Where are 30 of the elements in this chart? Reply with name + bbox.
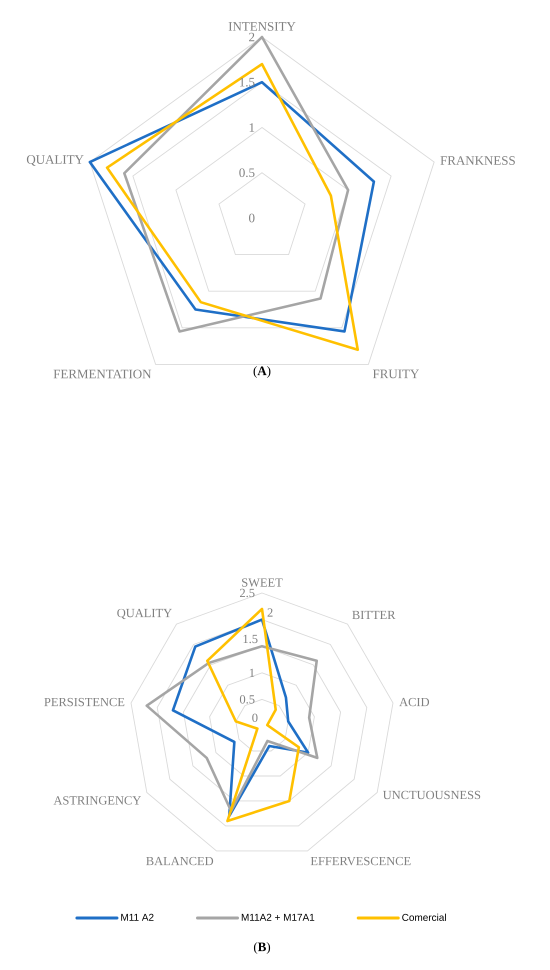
- spoke-label: FRANKNESS: [440, 156, 515, 165]
- legend-label: M11A2 + M17A1: [242, 914, 314, 921]
- y-tick-label: 2: [249, 32, 254, 42]
- spoke-label: PERSISTENCE: [44, 698, 124, 706]
- y-tick-label: 0: [249, 214, 255, 222]
- y-tick-label: 1.5: [244, 634, 258, 644]
- y-tick-label: 1: [250, 123, 254, 132]
- spoke-label: BALANCED: [146, 856, 214, 866]
- y-tick-label: 0.5: [239, 168, 254, 178]
- text: (B): [254, 942, 270, 954]
- spoke-label: QUALITY: [117, 608, 172, 620]
- y-tick-label: 2.5: [240, 588, 255, 598]
- spoke-label: BITTER: [352, 610, 396, 620]
- y-tick-label: 0.5: [240, 695, 255, 704]
- spoke-label: INTENSITY: [228, 22, 296, 31]
- spoke-label: FRUITY: [372, 370, 419, 378]
- spoke-label: QUALITY: [26, 155, 84, 166]
- y-tick-label: 2: [268, 608, 273, 617]
- legend-label: M11 A2: [121, 914, 154, 921]
- y-tick-label: 1: [250, 668, 254, 677]
- spoke-label: FERMENTATION: [54, 370, 152, 378]
- y-tick-label: 1.5: [240, 78, 254, 87]
- spoke-label: ASTRINGENCY: [54, 796, 141, 805]
- legend-label: Comercial: [402, 914, 446, 921]
- spoke-label: UNCTUOUSNESS: [382, 790, 480, 800]
- spoke-label: ACID: [399, 698, 430, 706]
- text: (A): [254, 366, 270, 378]
- y-tick-label: 0: [252, 714, 258, 722]
- spoke-label: SWEET: [242, 578, 283, 587]
- spoke-label: EFFERVESCENCE: [310, 856, 410, 866]
